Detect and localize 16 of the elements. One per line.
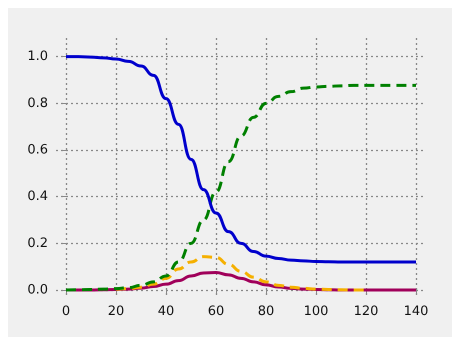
line-series bbox=[64, 55, 418, 264]
x-tick-label: 0 bbox=[62, 304, 70, 319]
x-tick-label: 20 bbox=[108, 304, 124, 319]
x-tick-label: 140 bbox=[404, 304, 428, 319]
line-series bbox=[64, 84, 418, 292]
y-tick-label: 1.0 bbox=[27, 49, 48, 64]
x-tick-label: 60 bbox=[208, 304, 224, 319]
y-tick-label: 0.8 bbox=[27, 96, 48, 111]
x-tick-label: 80 bbox=[258, 304, 274, 319]
x-tick-label: 120 bbox=[354, 304, 378, 319]
x-tick-label: 100 bbox=[304, 304, 328, 319]
y-tick-label: 0.6 bbox=[27, 142, 48, 158]
y-tick-label: 0.0 bbox=[27, 282, 48, 298]
y-tick-label: 0.4 bbox=[27, 189, 48, 204]
y-tick-label: 0.2 bbox=[27, 236, 48, 251]
x-tick-label: 40 bbox=[158, 304, 174, 319]
